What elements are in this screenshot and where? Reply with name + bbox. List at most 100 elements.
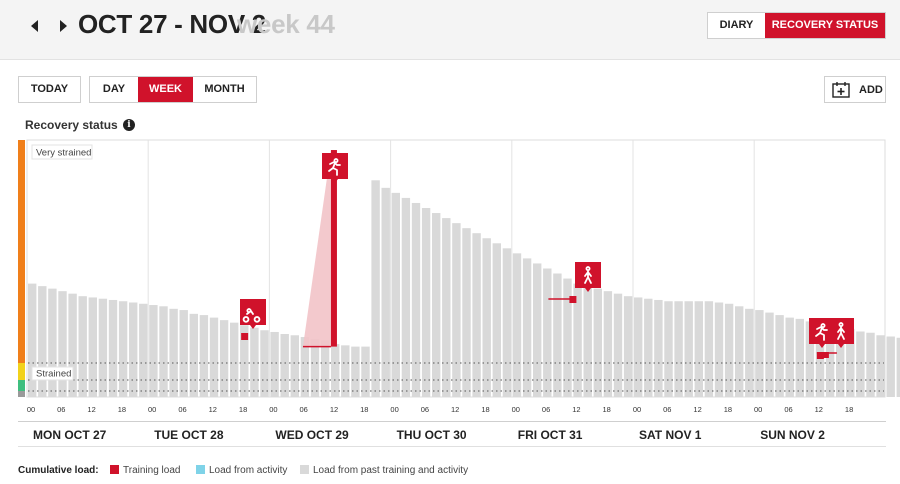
x-tick-label: 06 [542, 405, 550, 414]
date-range-title: OCT 27 - NOV 2 [78, 9, 266, 39]
past-load-bar [573, 283, 582, 397]
past-load-bar [250, 327, 259, 397]
training-load-bar [330, 150, 337, 347]
training-event-running [816, 352, 824, 359]
legend-swatch-past [300, 465, 309, 474]
past-load-bar [149, 305, 158, 397]
recovery-status-tab[interactable]: RECOVERY STATUS [765, 13, 885, 38]
past-load-bar [28, 283, 37, 397]
past-load-bar [745, 308, 754, 397]
legend-title: Cumulative load: [18, 465, 99, 476]
zone-label-bg [31, 144, 93, 160]
past-load-bar [836, 327, 845, 397]
past-load-bar [199, 315, 209, 397]
day-label: WED OCT 29 [275, 428, 349, 442]
past-load-bar [563, 278, 572, 397]
x-tick-label: 12 [693, 405, 701, 414]
legend-past-load: Load from past training and activity [300, 465, 468, 476]
x-tick-label: 00 [269, 405, 277, 414]
past-load-bar [361, 346, 370, 397]
past-load-bar [704, 301, 714, 397]
past-load-bar [270, 331, 279, 397]
x-tick-label: 18 [239, 405, 247, 414]
past-load-bar [78, 296, 87, 397]
marker-pointer [838, 344, 844, 348]
past-load-bar [290, 335, 299, 397]
past-load-bar [189, 313, 198, 397]
x-tick-label: 18 [724, 405, 732, 414]
x-tick-label: 18 [118, 405, 126, 414]
zone-label-text: Very strained [36, 148, 91, 159]
past-load-bar [866, 332, 875, 397]
tab-month[interactable]: MONTH [193, 77, 256, 102]
past-load-bar [553, 273, 562, 397]
walking-icon [575, 262, 601, 292]
past-load-bar [502, 248, 512, 397]
past-load-bar [856, 331, 865, 397]
previous-week-arrow-icon[interactable] [26, 16, 44, 36]
past-load-bar [543, 268, 552, 397]
legend-swatch-activity [196, 465, 205, 474]
add-label: ADD [859, 84, 883, 96]
past-load-bar [300, 337, 310, 397]
zone-bar-strained [18, 363, 25, 380]
x-tick-label: 00 [148, 405, 156, 414]
training-event-walking [816, 352, 837, 358]
past-load-bar [876, 335, 885, 397]
past-load-bar [644, 298, 653, 397]
marker-pointer [819, 344, 825, 348]
past-load-bar [815, 323, 825, 397]
past-load-bar [320, 340, 330, 397]
tab-week[interactable]: WEEK [138, 77, 193, 102]
past-load-bar [401, 197, 411, 397]
x-tick-label: 18 [481, 405, 489, 414]
past-load-bar [129, 302, 138, 397]
x-tick-label: 18 [360, 405, 368, 414]
diary-tab[interactable]: DIARY [708, 13, 765, 38]
past-load-bar [755, 310, 764, 397]
past-load-bar [442, 218, 451, 397]
tab-day[interactable]: DAY [90, 77, 138, 102]
past-load-bar [108, 299, 118, 397]
legend-swatch-training [110, 465, 119, 474]
zone-label-text: Strained [36, 369, 71, 380]
x-tick-label: 12 [815, 405, 823, 414]
past-load-bar [411, 202, 421, 397]
day-label: THU OCT 30 [396, 428, 467, 442]
marker-bg [322, 153, 348, 179]
today-button[interactable]: TODAY [18, 76, 81, 103]
past-load-bar [462, 228, 471, 397]
past-load-bar [139, 303, 148, 397]
past-load-bar [825, 326, 835, 397]
past-load-bar [310, 339, 320, 397]
past-load-bar [896, 337, 900, 397]
training-load-bar [821, 352, 829, 358]
x-tick-label: 00 [754, 405, 762, 414]
past-load-bar [230, 322, 239, 397]
info-icon[interactable]: i [123, 119, 135, 131]
past-load-bar [159, 306, 168, 397]
zone-label-bg [31, 366, 74, 381]
marker-pointer [332, 179, 338, 183]
past-load-bar [98, 298, 108, 397]
add-button[interactable]: ADD [824, 76, 886, 103]
x-tick-label: 06 [421, 405, 429, 414]
x-tick-label: 06 [178, 405, 186, 414]
past-load-bar [381, 187, 390, 397]
day-label: SUN NOV 2 [760, 428, 825, 442]
training-load-bar [241, 333, 249, 340]
past-load-bar [603, 291, 613, 397]
x-tick-label: 00 [633, 405, 641, 414]
x-tick-label: 12 [87, 405, 95, 414]
day-label: SAT NOV 1 [639, 428, 702, 442]
x-tick-label: 12 [572, 405, 580, 414]
x-tick-label: 12 [451, 405, 459, 414]
past-load-bar [371, 180, 380, 397]
past-load-bar [260, 330, 269, 397]
x-tick-label: 18 [603, 405, 611, 414]
add-calendar-icon [832, 82, 850, 103]
cycling-icon [240, 299, 266, 329]
next-week-arrow-icon[interactable] [54, 16, 72, 36]
past-load-bar [613, 293, 623, 397]
